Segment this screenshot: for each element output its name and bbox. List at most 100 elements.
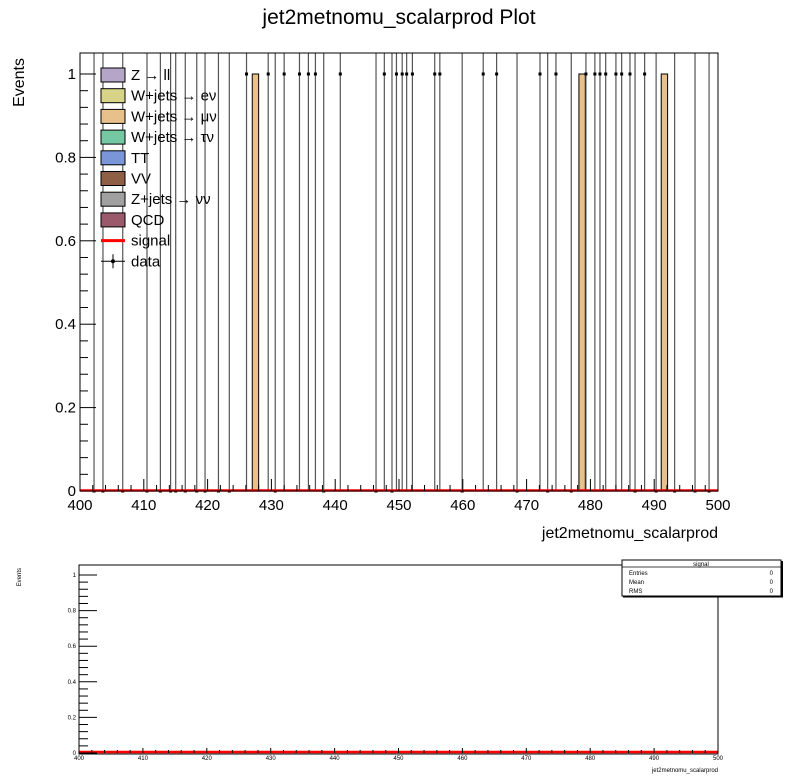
legend: Z → ll W+jets → eν W+jets → μν W+jets → τν T…: [100, 67, 217, 270]
legend-label: Z+jets → νν: [131, 191, 211, 208]
legend-label: W+jets → μν: [131, 108, 217, 125]
data-point: [481, 53, 485, 491]
legend-item: W+jets → μν: [100, 108, 217, 125]
main-x-tick-label: 430: [259, 497, 284, 514]
stats-entries-label: Entries: [629, 571, 648, 577]
main-y-tick-label: 0.4: [55, 316, 76, 333]
data-point: [643, 53, 647, 491]
legend-label: W+jets → τν: [131, 129, 214, 146]
histogram-bar: [251, 73, 260, 492]
data-point: [216, 53, 220, 493]
main-x-tick-label: 420: [195, 497, 220, 514]
main-plot-data: [80, 53, 718, 493]
data-point: [227, 53, 231, 493]
main-y-tick-label: 0.8: [55, 149, 76, 166]
data-point: [92, 53, 96, 493]
legend-label: data: [131, 253, 161, 270]
lower-plot-frame: [78, 564, 719, 755]
legend-item: TT: [100, 150, 149, 167]
lower-x-tick-label: 480: [585, 756, 596, 762]
lower-x-tick-label: 440: [330, 756, 341, 762]
legend-swatch: [100, 88, 126, 104]
stats-rms-value: 0: [770, 589, 774, 595]
data-point: [614, 53, 618, 491]
data-point: [394, 53, 398, 491]
lower-x-tick-label: 450: [393, 756, 404, 762]
main-x-tick-label: 440: [323, 497, 348, 514]
data-point: [633, 53, 637, 493]
main-y-tick-label: 0: [68, 483, 76, 500]
legend-item: QCD: [100, 212, 165, 229]
legend-swatch: [100, 67, 126, 83]
data-point: [673, 53, 677, 493]
legend-item: W+jets → τν: [100, 129, 214, 146]
data-point: [554, 53, 558, 491]
legend-item: VV: [100, 171, 151, 188]
main-x-tick-label: 480: [578, 497, 603, 514]
data-point: [313, 53, 317, 491]
main-y-tick-label: 0.2: [55, 400, 76, 417]
legend-swatch: [100, 150, 126, 166]
data-point: [460, 53, 464, 493]
data-point: [382, 53, 386, 491]
data-point: [405, 53, 409, 491]
legend-swatch: [100, 191, 126, 207]
stats-box: signal Entries 0 Mean 0 RMS 0: [621, 559, 783, 598]
data-point: [390, 53, 394, 493]
lower-y-tick-label: 0: [73, 751, 77, 757]
data-point: [515, 53, 519, 493]
data-point: [620, 53, 624, 491]
lower-x-axis-label: jet2metnomu_scalarprod: [651, 768, 718, 774]
stats-mean-value: 0: [770, 580, 774, 586]
data-point: [598, 53, 602, 491]
data-point: [593, 53, 597, 491]
legend-swatch: [111, 259, 115, 264]
data-point: [438, 53, 442, 491]
lower-y-tick-label: 0.8: [68, 609, 77, 615]
stats-entries-value: 0: [770, 571, 774, 577]
lower-x-tick-label: 490: [649, 756, 660, 762]
lower-x-tick-label: 430: [266, 756, 277, 762]
legend-swatch: [100, 212, 126, 228]
legend-swatch: [100, 171, 126, 186]
legend-label: TT: [131, 150, 149, 167]
data-point: [707, 53, 711, 493]
legend-item: W+jets → eν: [100, 88, 216, 105]
data-point: [297, 53, 301, 491]
lower-x-tick-label: 500: [713, 756, 724, 762]
data-point: [538, 53, 542, 491]
main-y-axis-label: Events: [11, 58, 28, 107]
main-axes: 400 410 420 430 440 450 460 470 480 490 500 0 0.2 0.4…: [55, 66, 730, 514]
legend-label: Z → ll: [131, 67, 170, 84]
data-point: [693, 53, 697, 493]
lower-x-tick-label: 470: [521, 756, 532, 762]
legend-label: W+jets → eν: [131, 88, 216, 105]
legend-label: signal: [131, 233, 170, 250]
data-point: [273, 53, 277, 493]
lower-y-axis-label: Events: [17, 568, 23, 586]
data-point: [266, 53, 270, 491]
data-point: [306, 53, 310, 491]
data-point: [374, 53, 378, 493]
data-point: [322, 53, 326, 493]
main-x-axis-label: jet2metnomu_scalarprod: [541, 525, 718, 542]
main-x-tick-label: 490: [642, 497, 667, 514]
data-point: [654, 53, 658, 493]
lower-y-tick-label: 0.2: [68, 715, 77, 721]
legend-item: Z → ll: [100, 67, 170, 84]
data-point: [546, 53, 550, 493]
main-x-tick-label: 400: [67, 497, 92, 514]
data-point: [338, 53, 342, 491]
main-x-tick-label: 460: [450, 497, 475, 514]
data-point: [495, 53, 499, 491]
legend-swatch: [100, 108, 126, 124]
stats-mean-label: Mean: [629, 580, 644, 586]
lower-x-tick-label: 460: [457, 756, 468, 762]
lower-y-tick-label: 0.4: [68, 680, 77, 686]
lower-y-tick-label: 0.6: [68, 644, 77, 650]
histogram-bar: [660, 73, 669, 492]
data-point: [245, 53, 249, 491]
data-point: [628, 53, 632, 491]
